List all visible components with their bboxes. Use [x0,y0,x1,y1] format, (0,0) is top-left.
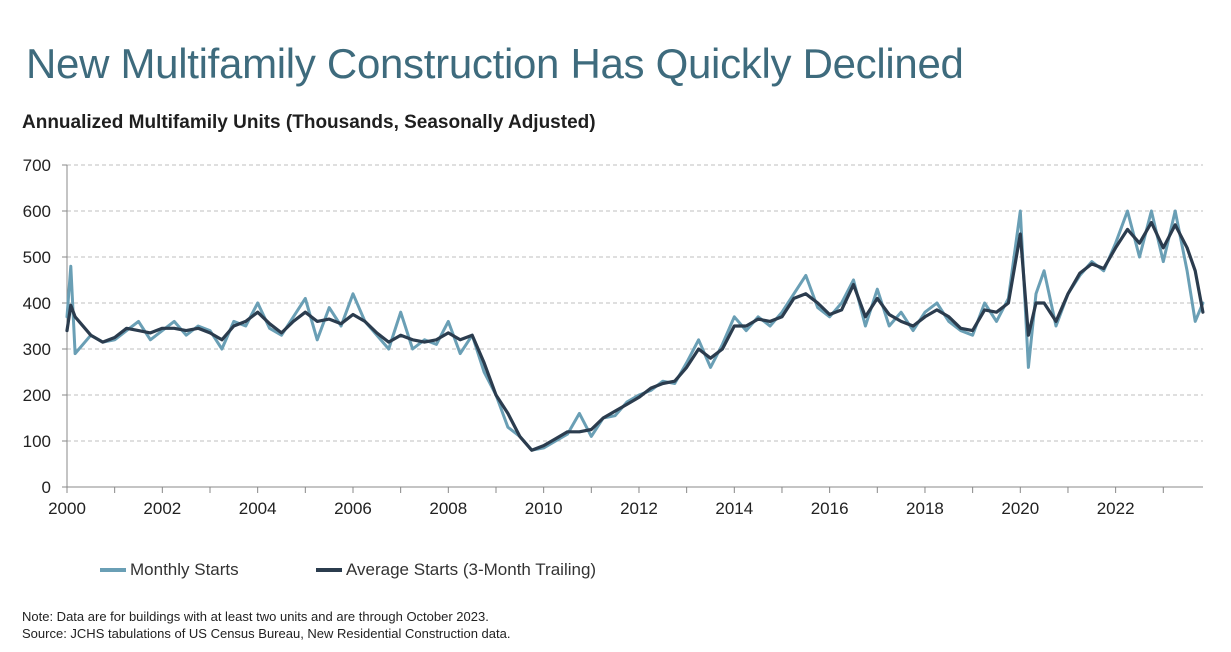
y-tick-label: 400 [23,294,51,313]
y-tick-label: 600 [23,202,51,221]
x-tick-label: 2020 [1001,499,1039,518]
x-tick-label: 2008 [429,499,467,518]
axes: 0 100 200 300 400 500 600 700 2000 2002 2004 2006 20… [23,156,1203,518]
legend-swatch-average [316,568,342,572]
series-line-monthly-starts [65,209,1205,452]
y-tick-label: 200 [23,386,51,405]
x-tick-label: 2010 [525,499,563,518]
x-tick-label: 2006 [334,499,372,518]
source-text: Source: JCHS tabulations of US Census Bu… [22,626,511,641]
legend-swatch-monthly [100,568,126,572]
x-tick-label: 2002 [143,499,181,518]
x-tick-label: 2016 [811,499,849,518]
legend-label-monthly: Monthly Starts [130,560,239,579]
y-tick-label: 100 [23,432,51,451]
y-tick-label: 700 [23,156,51,175]
legend-label-average: Average Starts (3-Month Trailing) [346,560,597,579]
chart-title: New Multifamily Construction Has Quickly… [26,40,964,87]
grid-lines [67,164,1203,442]
x-tick-label: 2022 [1097,499,1135,518]
y-tick-label: 500 [23,248,51,267]
x-tick-label: 2012 [620,499,658,518]
x-tick-label: 2000 [48,499,86,518]
chart-subtitle: Annualized Multifamily Units (Thousands,… [22,112,596,133]
legend: Monthly Starts Average Starts (3-Month T… [0,560,700,584]
y-tick-label: 0 [42,478,51,497]
series-line-average-starts [65,220,1205,452]
footnotes: Note: Data are for buildings with at lea… [22,608,510,642]
line-chart: 0 100 200 300 400 500 600 700 2000 2002 2004 2006 20… [23,156,1205,518]
x-tick-label: 2014 [715,499,753,518]
series-lines [65,209,1205,452]
legend-item-average: Average Starts (3-Month Trailing) [316,560,596,580]
note-text: Note: Data are for buildings with at lea… [22,609,489,624]
y-tick-label: 300 [23,340,51,359]
x-tick-label: 2018 [906,499,944,518]
x-tick-label: 2004 [239,499,277,518]
legend-item-monthly: Monthly Starts [100,560,239,580]
